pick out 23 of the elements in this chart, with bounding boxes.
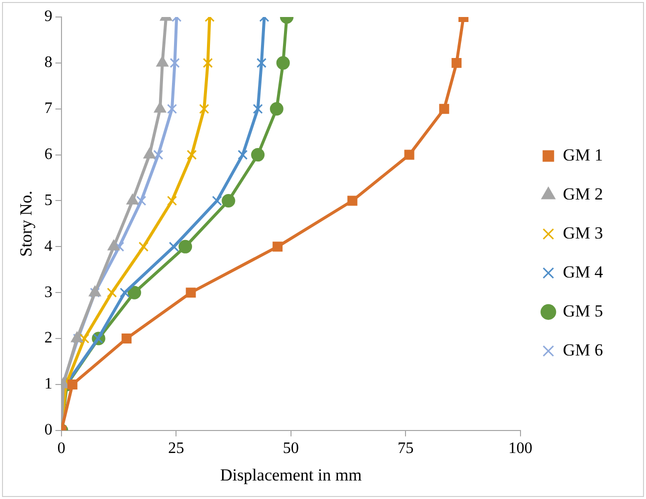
- y-tick-label: 4: [44, 238, 52, 255]
- y-tick-label: 6: [44, 146, 52, 164]
- legend-label: GM 5: [562, 301, 604, 320]
- legend-label: GM 1: [562, 145, 604, 164]
- y-tick-label: 5: [44, 192, 52, 209]
- y-tick-label: 2: [44, 330, 52, 347]
- x-tick-label: 0: [57, 440, 66, 458]
- x-tick-label: 25: [168, 440, 184, 458]
- y-tick-label: 7: [44, 100, 52, 118]
- y-tick-label: 3: [44, 284, 52, 301]
- y-tick-label: 8: [44, 54, 52, 72]
- legend-label: GM 2: [562, 184, 604, 204]
- x-tick-label: 100: [508, 440, 532, 458]
- x-tick-label: 75: [398, 440, 414, 458]
- legend-label: GM 6: [562, 340, 604, 360]
- x-axis-title: Displacement in mm: [220, 465, 362, 484]
- y-tick-label: 0: [44, 422, 52, 439]
- y-axis-title: Story No.: [16, 190, 36, 257]
- legend-label: GM 3: [562, 223, 604, 242]
- y-tick-label: 9: [44, 8, 52, 26]
- y-tick-label: 1: [44, 376, 52, 393]
- x-tick-label: 50: [282, 440, 299, 458]
- legend-label: GM 4: [562, 262, 604, 282]
